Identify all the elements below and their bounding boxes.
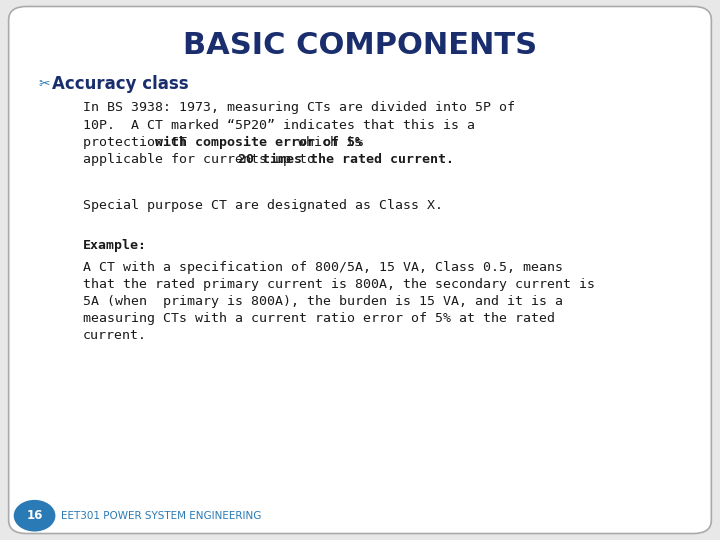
Text: A CT with a specification of 800/5A, 15 VA, Class 0.5, means: A CT with a specification of 800/5A, 15 … bbox=[83, 261, 563, 274]
Text: current.: current. bbox=[83, 329, 147, 342]
Text: Special purpose CT are designated as Class X.: Special purpose CT are designated as Cla… bbox=[83, 199, 443, 212]
Text: EET301 POWER SYSTEM ENGINEERING: EET301 POWER SYSTEM ENGINEERING bbox=[61, 511, 261, 521]
Text: which is: which is bbox=[290, 136, 362, 148]
Text: 5A (when  primary is 800A), the burden is 15 VA, and it is a: 5A (when primary is 800A), the burden is… bbox=[83, 295, 563, 308]
Text: BASIC COMPONENTS: BASIC COMPONENTS bbox=[183, 31, 537, 60]
Text: Example:: Example: bbox=[83, 239, 147, 252]
Text: protection CT: protection CT bbox=[83, 136, 195, 148]
Text: 10P.  A CT marked “5P20” indicates that this is a: 10P. A CT marked “5P20” indicates that t… bbox=[83, 118, 474, 132]
Text: with composite error of 5%: with composite error of 5% bbox=[156, 136, 364, 148]
Text: Accuracy class: Accuracy class bbox=[52, 75, 189, 93]
Text: 16: 16 bbox=[27, 509, 42, 522]
Text: 20 times the rated current.: 20 times the rated current. bbox=[238, 152, 454, 166]
Text: measuring CTs with a current ratio error of 5% at the rated: measuring CTs with a current ratio error… bbox=[83, 312, 555, 325]
Text: In BS 3938: 1973, measuring CTs are divided into 5P of: In BS 3938: 1973, measuring CTs are divi… bbox=[83, 102, 515, 114]
Text: that the rated primary current is 800A, the secondary current is: that the rated primary current is 800A, … bbox=[83, 278, 595, 291]
FancyBboxPatch shape bbox=[9, 6, 711, 534]
Text: applicable for currents up to: applicable for currents up to bbox=[83, 152, 323, 166]
Text: ✂: ✂ bbox=[39, 77, 50, 91]
Circle shape bbox=[14, 501, 55, 531]
